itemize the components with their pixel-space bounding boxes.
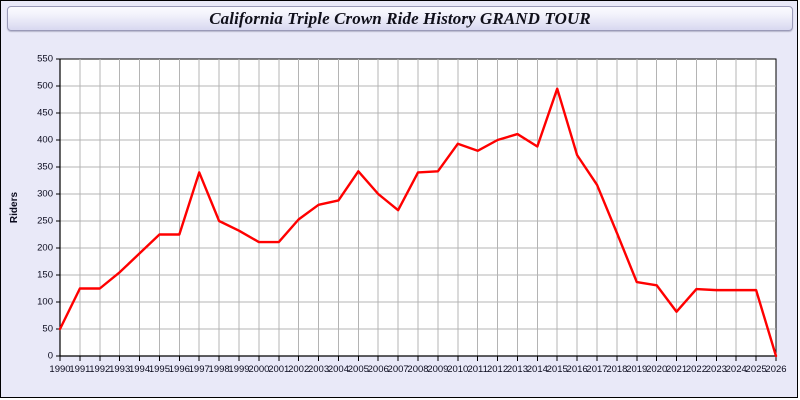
x-axis-tick-label: 2011: [467, 364, 487, 375]
x-axis-tick-label: 2009: [427, 364, 448, 375]
plot-area: 0 50 100 150 200 250 300 350 400 450 500 550 1990 199…: [1, 37, 799, 397]
line-chart-svg: 0501001502002503003504004505005501990199…: [9, 54, 787, 375]
y-axis-tick-label: 400: [37, 135, 53, 146]
x-axis-tick-label: 1992: [89, 364, 110, 375]
y-axis-tick-label: 100: [37, 297, 53, 308]
y-axis-tick-label: 550: [37, 54, 53, 65]
x-axis-tick-label: 1993: [109, 364, 130, 375]
x-axis-tick-label: 2012: [487, 364, 508, 375]
x-axis-tick-label: 2016: [567, 364, 588, 375]
x-axis-tick-label: 2004: [328, 364, 349, 375]
x-axis-tick-label: 2015: [547, 364, 568, 375]
x-axis-tick-label: 2008: [407, 364, 428, 375]
x-axis-tick-label: 2021: [666, 364, 687, 375]
y-axis-title: Riders: [9, 192, 20, 224]
y-axis-tick-label: 300: [37, 189, 53, 200]
x-axis-tick-label: 2001: [268, 364, 289, 375]
x-axis-tick-label: 2022: [686, 364, 707, 375]
x-axis-tick-label: 1990: [49, 364, 70, 375]
x-axis-tick-label: 2010: [447, 364, 468, 375]
y-axis-tick-label: 250: [37, 216, 53, 227]
x-axis-tick-label: 2007: [388, 364, 409, 375]
x-axis-tick-label: 2013: [507, 364, 528, 375]
x-axis-tick-label: 2026: [765, 364, 786, 375]
x-axis-tick-label: 1999: [228, 364, 249, 375]
y-axis-tick-label: 50: [42, 324, 53, 335]
page-title: California Triple Crown Ride History GRA…: [209, 8, 591, 28]
x-axis-tick-label: 2023: [706, 364, 727, 375]
x-axis-tick-label: 2005: [348, 364, 369, 375]
x-axis-tick-label: 1995: [149, 364, 170, 375]
x-axis-tick-label: 1998: [209, 364, 230, 375]
data-series-line: [58, 87, 778, 358]
x-axis-tick-label: 2020: [646, 364, 667, 375]
x-axis-tick-label: 2003: [308, 364, 329, 375]
y-axis-tick-label: 500: [37, 81, 53, 92]
x-axis-tick-label: 2002: [288, 364, 309, 375]
x-axis-tick-label: 2006: [368, 364, 389, 375]
x-axis-tick-label: 1994: [129, 364, 150, 375]
x-axis-tick-label: 2024: [726, 364, 747, 375]
chart-title-bar: California Triple Crown Ride History GRA…: [7, 6, 793, 31]
x-axis-tick-label: 1996: [169, 364, 190, 375]
y-axis-tick-label: 200: [37, 243, 53, 254]
y-axis-tick-label: 450: [37, 108, 53, 119]
x-axis-tick-label: 2019: [626, 364, 647, 375]
x-axis-tick-label: 2025: [746, 364, 767, 375]
x-axis-tick-label: 2000: [248, 364, 269, 375]
x-axis-tick-label: 2014: [527, 364, 548, 375]
x-axis-tick-label: 2017: [586, 364, 607, 375]
y-axis-tick-label: 150: [37, 270, 53, 281]
x-axis-tick-label: 1991: [69, 364, 90, 375]
x-axis-tick-label: 1997: [189, 364, 210, 375]
x-axis-tick-label: 2018: [606, 364, 627, 375]
y-axis-tick-label: 0: [48, 351, 53, 362]
y-axis-tick-label: 350: [37, 162, 53, 173]
